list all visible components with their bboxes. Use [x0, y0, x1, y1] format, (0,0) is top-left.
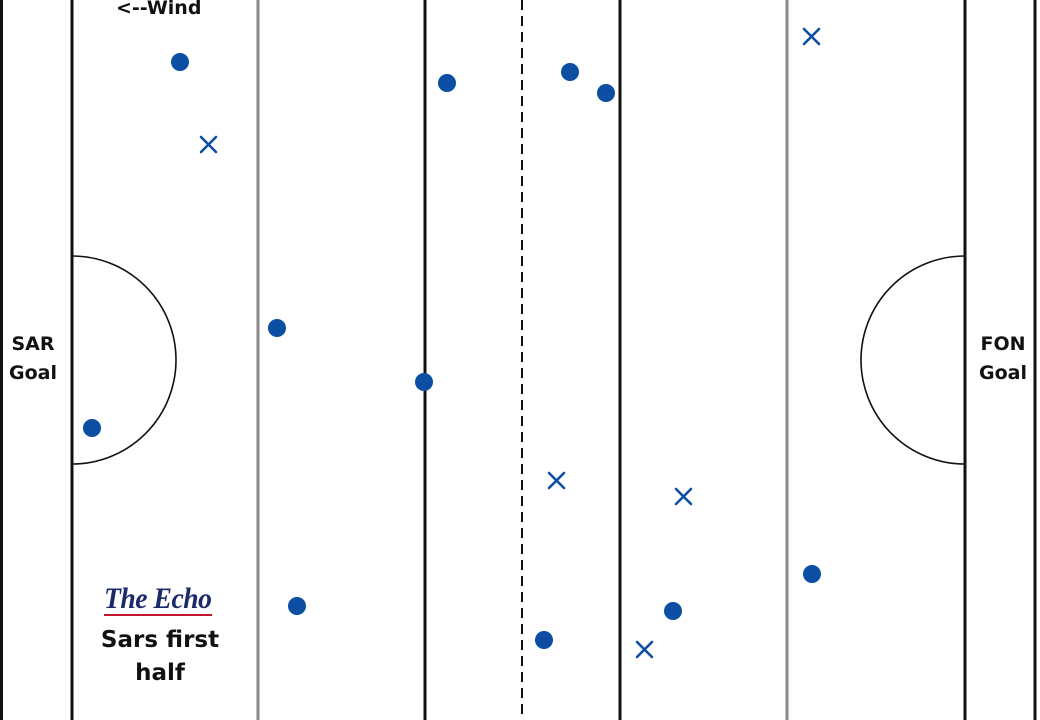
score-marker: [803, 565, 821, 583]
wide-marker: [199, 135, 218, 154]
left-goal-label: SAR Goal: [3, 330, 63, 388]
score-marker: [535, 631, 553, 649]
brand-logo: The Echo: [104, 582, 212, 615]
left-goal-arc: [71, 255, 177, 465]
score-marker: [561, 63, 579, 81]
score-marker: [664, 602, 682, 620]
wind-direction-label: <--Wind: [116, 0, 202, 19]
score-marker: [171, 53, 189, 71]
right-goal-team: FON: [980, 333, 1026, 355]
chart-subtitle: Sars first half: [90, 624, 230, 690]
score-marker: [268, 319, 286, 337]
score-marker: [83, 419, 101, 437]
score-marker: [288, 597, 306, 615]
brand-underline: [104, 614, 212, 616]
wide-marker: [547, 471, 566, 490]
right-goal-arc: [860, 255, 966, 465]
score-marker: [415, 373, 433, 391]
right-goal-label: FON Goal: [973, 330, 1033, 388]
score-marker: [597, 84, 615, 102]
subtitle-line-2: half: [135, 660, 185, 686]
wide-marker: [635, 640, 654, 659]
left-goal-team: SAR: [11, 333, 55, 355]
wide-marker: [674, 487, 693, 506]
subtitle-line-1: Sars first: [100, 627, 220, 653]
right-goal-word: Goal: [979, 362, 1027, 384]
left-goal-word: Goal: [9, 362, 57, 384]
wide-marker: [802, 27, 821, 46]
score-marker: [438, 74, 456, 92]
